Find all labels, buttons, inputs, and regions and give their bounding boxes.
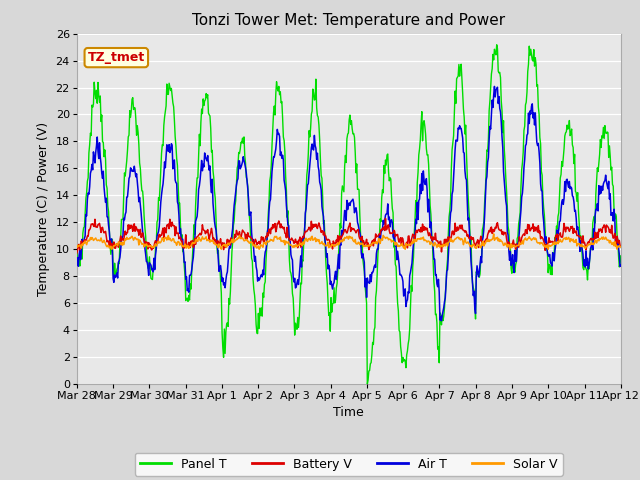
Title: Tonzi Tower Met: Temperature and Power: Tonzi Tower Met: Temperature and Power — [192, 13, 506, 28]
Text: TZ_tmet: TZ_tmet — [88, 51, 145, 64]
Y-axis label: Temperature (C) / Power (V): Temperature (C) / Power (V) — [37, 122, 50, 296]
X-axis label: Time: Time — [333, 407, 364, 420]
Legend: Panel T, Battery V, Air T, Solar V: Panel T, Battery V, Air T, Solar V — [135, 453, 563, 476]
